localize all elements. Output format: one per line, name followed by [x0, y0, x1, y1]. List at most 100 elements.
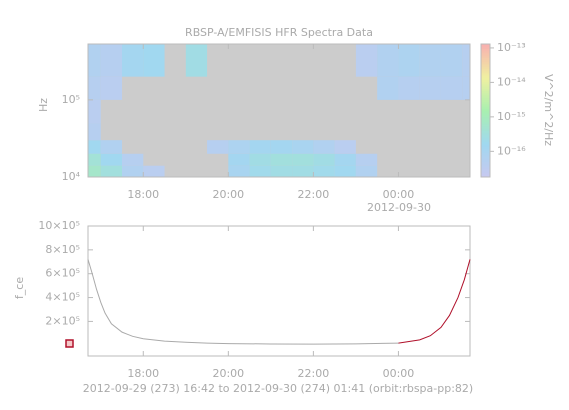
heatmap-cell	[440, 44, 463, 77]
heatmap-cell	[100, 140, 123, 154]
colorbar-slice	[481, 70, 490, 74]
colorbar-slice	[481, 159, 490, 162]
colorbar-slice	[481, 145, 490, 149]
heatmap-cell	[440, 76, 463, 100]
colorbar-slice	[481, 117, 490, 120]
colorbar-slice	[481, 108, 490, 111]
time-range-label: 2012-09-29 (273) 16:42 to 2012-09-30 (27…	[83, 382, 473, 395]
heatmap-cell	[355, 44, 378, 77]
colorbar-slice	[481, 134, 490, 138]
heatmap-cell	[88, 153, 101, 166]
heatmap-cell	[462, 44, 470, 77]
colorbar-slice	[481, 130, 490, 134]
colorbar-slice	[481, 172, 490, 176]
colorbar-slice	[481, 81, 490, 85]
heatmap-cell	[313, 153, 335, 166]
heatmap-cell	[334, 153, 356, 166]
colorbar-slice	[481, 103, 490, 107]
heatmap-cell	[143, 165, 165, 177]
y-tick-label: 2×10⁵	[45, 314, 80, 327]
colorbar-slice	[481, 59, 490, 63]
heatmap-cell	[398, 76, 420, 100]
colorbar-slice	[481, 99, 490, 103]
heatmap-cell	[88, 76, 101, 100]
x-tick-label: 22:00	[298, 367, 330, 380]
colorbar-slice	[481, 170, 490, 174]
colorbar-frame	[480, 43, 491, 178]
date-label: 2012-09-30	[367, 201, 431, 214]
colorbar-slice	[481, 48, 490, 52]
colorbar-slice	[481, 119, 490, 123]
y-tick-label: 10×10⁵	[38, 219, 80, 232]
colorbar-slice	[481, 61, 490, 65]
y-tick-label: 6×10⁵	[45, 267, 80, 280]
heatmap-cell	[207, 140, 229, 154]
colorbar-tick-label: 10⁻¹⁵	[497, 110, 526, 123]
heatmap-cell	[100, 76, 123, 100]
x-tick-label: 20:00	[212, 367, 244, 380]
heatmap-cell	[292, 153, 314, 166]
series-line	[87, 259, 399, 345]
heatmap-cell	[122, 153, 144, 166]
colorbar-slice	[481, 72, 490, 76]
colorbar-slice	[481, 106, 490, 109]
heatmap-cell	[228, 140, 250, 154]
y-tick-label: 10⁴	[62, 170, 81, 183]
heatmap-cell	[313, 165, 335, 177]
colorbar-slice	[481, 163, 490, 167]
heatmap-cell	[88, 123, 101, 141]
colorbar-slice	[481, 63, 490, 67]
colorbar-slice	[481, 86, 490, 89]
heatmap-cell	[100, 44, 123, 77]
heatmap-cell	[462, 76, 470, 100]
colorbar-slice	[481, 68, 490, 72]
heatmap-cell	[100, 165, 123, 177]
colorbar-slice	[481, 52, 490, 56]
x-tick-label: 00:00	[383, 188, 415, 201]
colorbar-slice	[481, 79, 490, 83]
heatmap-cell	[270, 153, 293, 166]
heatmap-cell	[355, 165, 378, 177]
heatmap-cell	[355, 153, 378, 166]
y-tick-label: 10⁵	[62, 93, 80, 106]
colorbar-slice	[481, 152, 490, 156]
colorbar-slice	[481, 110, 490, 114]
heatmap-cell	[100, 153, 123, 166]
colorbar-label: V^2/m^2/Hz	[542, 74, 555, 146]
heatmap-cell	[270, 140, 293, 154]
y-axis-label: f_ce	[13, 277, 26, 299]
colorbar-slice	[481, 101, 490, 105]
colorbar-tick-label: 10⁻¹⁶	[497, 144, 526, 157]
colorbar-slice	[481, 150, 490, 154]
colorbar-slice	[481, 94, 490, 98]
chart-title: RBSP-A/EMFISIS HFR Spectra Data	[185, 26, 373, 39]
heatmap-cell	[88, 165, 101, 177]
colorbar-slice	[481, 141, 490, 145]
colorbar-slice	[481, 66, 490, 69]
colorbar-slice	[481, 165, 490, 169]
colorbar-slice	[481, 143, 490, 147]
y-axis-label: Hz	[37, 98, 50, 112]
colorbar-slice	[481, 148, 490, 151]
heatmap-cell	[249, 140, 271, 154]
colorbar-slice	[481, 168, 490, 171]
colorbar-slice	[481, 50, 490, 54]
heatmap-cell	[143, 44, 165, 77]
heatmap-cell	[122, 165, 144, 177]
heatmap-cell	[270, 165, 293, 177]
colorbar-slice	[481, 57, 490, 61]
x-tick-label: 00:00	[383, 367, 415, 380]
colorbar-slice	[481, 139, 490, 143]
heatmap-cell	[398, 44, 420, 77]
heatmap-cell	[88, 140, 101, 154]
colorbar-slice	[481, 154, 490, 158]
colorbar-slice	[481, 90, 490, 94]
plot-frame	[87, 225, 471, 357]
colorbar-slice	[481, 128, 490, 131]
heatmap-cell	[313, 140, 335, 154]
fill-marker	[65, 339, 74, 348]
colorbar-slice	[481, 112, 490, 116]
colorbar-slice	[481, 132, 490, 136]
colorbar-slice	[481, 157, 490, 160]
colorbar-slice	[481, 123, 490, 127]
